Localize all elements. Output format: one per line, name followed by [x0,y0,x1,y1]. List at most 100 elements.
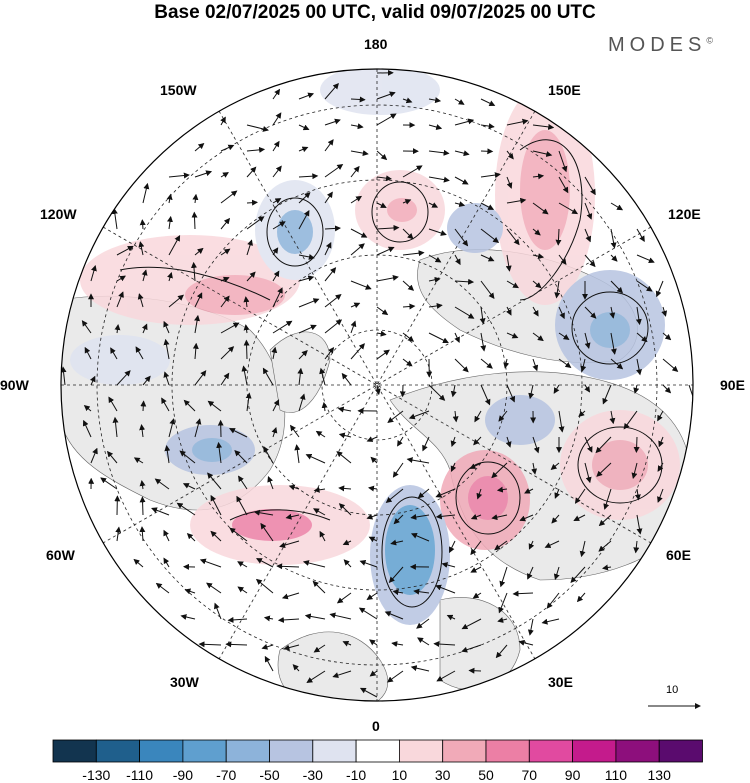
wind-vector-arrow [506,228,520,246]
wind-vector-arrow [139,424,146,438]
legend-swatch [442,739,487,763]
wind-vector-arrow [609,410,616,425]
wind-vector-arrow [116,291,124,308]
wind-vector-arrow [532,280,542,289]
wind-vector-arrow [633,540,640,554]
wind-vector-arrow [402,303,416,310]
wind-vector-arrow [631,462,638,479]
wind-vector-arrow [163,338,170,360]
wind-vector-arrow [246,166,257,178]
wind-vector-arrow [655,280,664,298]
wind-vector-arrow [408,410,430,420]
wind-vector-arrow [199,558,222,568]
wind-vector-arrow [376,175,392,182]
wind-vector-arrow [246,271,256,282]
wind-vector-arrow [192,193,199,204]
wind-vector-arrow [350,343,365,360]
wind-vector-arrow [480,358,493,369]
legend-swatch [182,739,227,763]
legend-tick-label: 70 [521,767,538,783]
wind-vector-arrow [324,225,341,232]
wind-vector-arrow [100,477,118,490]
wind-vector-arrow [194,292,203,308]
wind-vector-arrow [558,202,579,215]
wind-vector-arrow [260,522,274,542]
legend-swatch [95,739,141,763]
wind-vector-arrow [584,462,592,484]
wind-vector-arrow [541,618,560,625]
wind-vector-arrow [584,254,596,268]
wind-vector-arrow [519,514,534,522]
wind-vector-arrow [527,566,534,580]
wind-vector-arrow [634,488,641,501]
wind-vector-arrow [491,514,508,521]
wind-vector-arrow [402,165,423,178]
wind-vector-arrow [192,342,199,360]
wind-vector-arrow [210,494,222,516]
wind-vector-arrow [454,332,460,344]
wind-vector-arrow [272,247,279,256]
wind-vector-arrow [263,615,274,622]
wind-vector-arrow [220,372,230,386]
wind-vector-arrow [532,332,544,342]
wind-vector-arrow [402,228,414,240]
wind-vector-arrow [473,436,482,446]
wind-vector-arrow [636,280,653,292]
wind-vector-arrow [468,667,482,674]
wind-vector-arrow [116,370,131,386]
wind-vector-arrow [470,513,482,520]
wind-vector-arrow [271,346,278,360]
wind-vector-arrow [532,123,555,130]
wind-vector-arrow [262,367,274,386]
wind-vector-arrow [168,172,190,179]
wind-vector-arrow [90,447,98,464]
wind-vector-arrow [139,480,146,490]
wind-vector-arrow [163,529,170,542]
wind-vector-arrow [450,384,457,398]
wind-vector-arrow [574,488,586,504]
wind-vector-arrow [133,558,144,568]
wind-vector-arrow [350,320,357,334]
wind-vector-arrow [304,613,326,620]
page-title: Base 02/07/2025 00 UTC, valid 09/07/2025… [154,2,596,23]
wind-vector-arrow [338,503,352,516]
wind-vector-arrow [277,616,300,623]
wind-vector-arrow [662,384,672,394]
wind-vector-arrow [243,324,250,334]
wind-vector-arrow [191,211,198,230]
wind-vector-arrow [428,176,450,183]
wind-vector-arrow [506,150,514,160]
wind-vector-arrow [609,306,616,319]
wind-vector-arrow [506,176,513,189]
wind-vector-arrow [528,540,535,550]
wind-vector-arrow [428,302,443,309]
wind-vector-arrow [338,485,352,492]
wind-vector-arrow [376,246,395,256]
wind-vector-arrow [602,384,612,405]
wind-vector-arrow [554,280,561,299]
wind-vector-arrow [369,670,378,677]
wind-vector-arrow [298,275,315,282]
wind-vector-arrow [272,112,282,126]
wind-vector-arrow [449,540,456,554]
wind-vector-arrow [454,98,465,105]
wind-vector-arrow [480,332,487,352]
wind-vector-arrow [636,228,645,243]
wind-vector-arrow [168,294,184,308]
wind-vector-arrow [480,172,501,179]
wind-vector-arrow [402,280,415,291]
wind-vector-arrow [413,588,430,595]
wind-vector-arrow [461,618,482,630]
wind-vector-arrow [168,418,176,438]
wind-vector-arrow [81,320,92,334]
wind-vector-arrow [598,514,612,527]
wind-vector-arrow [329,612,352,620]
lon-label-90e: 90E [720,377,745,393]
wind-vector-arrow [288,484,300,491]
wind-vector-arrow [657,410,664,422]
wind-vector-arrow [343,559,352,568]
wind-vector-arrow [272,399,280,412]
wind-vector-arrow [391,641,404,647]
wind-vector-arrow [225,641,248,648]
wind-vector-arrow [236,495,248,516]
